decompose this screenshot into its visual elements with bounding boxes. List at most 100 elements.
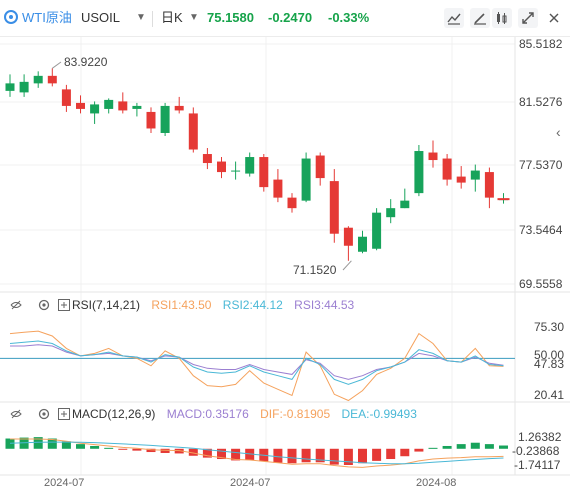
macd-histogram-bar — [343, 448, 353, 465]
candle-body — [47, 75, 57, 84]
candle-body — [372, 212, 382, 249]
macd-axis-label: -1.74117 — [514, 458, 561, 472]
hide-indicator-button[interactable] — [10, 299, 22, 311]
hide-indicator-button[interactable] — [10, 408, 22, 420]
expand-indicator-button[interactable] — [58, 299, 70, 311]
candle-body — [343, 227, 353, 246]
candle-body — [287, 197, 297, 209]
high-annotation: 83.9220 — [64, 55, 108, 69]
rsi-axis-label: 75.30 — [534, 320, 565, 334]
line-chart-button[interactable] — [444, 8, 464, 28]
draw-tool-button[interactable] — [470, 8, 490, 28]
dea-value: DEA:-0.99493 — [341, 407, 417, 421]
gear-icon — [38, 408, 50, 420]
macd-histogram-bar — [132, 448, 142, 451]
eye-off-icon — [10, 409, 22, 419]
candle-body — [329, 181, 339, 234]
timeframe-dropdown-icon[interactable]: ▼ — [189, 12, 199, 23]
candle-body — [19, 81, 29, 93]
x-axis-label: 2024-08 — [416, 477, 457, 489]
fullscreen-icon — [522, 12, 534, 24]
macd-histogram-bar — [442, 445, 452, 449]
x-axis-label: 2024-07 — [230, 477, 271, 489]
macd-axis-label: 1.26382 — [518, 430, 562, 444]
header-divider — [152, 11, 153, 27]
rsi-axis-label: 47.83 — [534, 357, 565, 371]
rsi-name: RSI(7,14,21) — [72, 298, 141, 312]
macd-histogram-bar — [287, 448, 297, 464]
candle-body — [217, 161, 226, 173]
rsi-line-rsi3 — [10, 344, 504, 380]
indicator-settings-button[interactable] — [38, 408, 50, 420]
eye-off-icon — [10, 300, 22, 310]
macd-histogram-bar — [484, 444, 494, 449]
candle-body — [273, 179, 283, 198]
price-change: -0.2470 — [268, 10, 313, 25]
candle-body — [188, 113, 198, 150]
candle-body — [315, 155, 325, 179]
expand-indicator-button[interactable] — [58, 408, 70, 420]
symbol-logo-icon — [4, 10, 18, 24]
candle-body — [245, 157, 255, 174]
timeframe-selector[interactable]: 日K — [161, 10, 183, 25]
macd-histogram-bar — [104, 447, 114, 449]
rsi-line-rsi2 — [9, 340, 504, 385]
macd-histogram-bar — [273, 448, 283, 463]
indicator-settings-button[interactable] — [38, 299, 50, 311]
close-chart-button[interactable] — [544, 8, 564, 28]
rsi-line-rsi1 — [9, 330, 504, 402]
macd-histogram-bar — [329, 448, 339, 465]
candle-body — [160, 105, 170, 133]
rsi3-value: RSI3:44.53 — [294, 298, 355, 312]
macd-histogram-bar — [301, 448, 311, 463]
macd-histogram-bar — [33, 437, 43, 449]
plus-box-icon — [61, 411, 67, 417]
macd-value: MACD:0.35176 — [166, 407, 249, 421]
candle-body — [5, 83, 15, 91]
macd-name: MACD(12,26,9) — [72, 407, 156, 421]
macd-histogram-bar — [470, 442, 480, 449]
macd-histogram-bar — [456, 444, 466, 449]
candle-body — [90, 104, 100, 114]
rsi1-value: RSI1:43.50 — [151, 298, 212, 312]
price-axis-label: 73.5464 — [519, 223, 563, 237]
macd-histogram-bar — [358, 448, 367, 464]
macd-histogram-bar — [372, 448, 382, 461]
low-annotation: 71.1520 — [293, 263, 337, 277]
macd-histogram-bar — [61, 441, 71, 449]
candle-body — [33, 75, 43, 84]
collapse-icon — [549, 13, 559, 23]
rsi-legend: RSI(7,14,21) RSI1:43.50 RSI2:44.12 RSI3:… — [72, 298, 362, 312]
high-annotation-line — [52, 61, 62, 69]
price-axis-label: 69.5558 — [519, 277, 563, 291]
macd-histogram-bar — [202, 448, 212, 458]
candle-body — [104, 99, 114, 109]
macd-histogram-bar — [160, 448, 170, 453]
candle-body — [428, 152, 438, 161]
candle-body — [456, 176, 466, 183]
symbol-code[interactable]: USOIL — [81, 10, 121, 25]
macd-histogram-bar — [400, 448, 410, 457]
candle-body — [470, 170, 480, 180]
symbol-dropdown-icon[interactable]: ▼ — [136, 12, 146, 23]
macd-histogram-bar — [414, 448, 424, 452]
symbol-title[interactable]: WTI原油 — [22, 10, 72, 25]
candle-body — [61, 89, 71, 106]
macd-histogram-bar — [217, 448, 226, 460]
fullscreen-button[interactable] — [518, 8, 538, 28]
macd-histogram-bar — [499, 445, 508, 449]
macd-legend: MACD(12,26,9) MACD:0.35176 DIF:-0.81905 … — [72, 407, 425, 421]
rsi-axis-label: 50.00 — [534, 348, 565, 362]
plus-box-icon — [61, 302, 67, 308]
rsi-axis-label: 20.41 — [534, 388, 565, 402]
line-chart-icon — [447, 13, 461, 25]
candle-body — [259, 157, 269, 188]
candle-body — [76, 102, 85, 109]
indicator-button[interactable] — [492, 8, 512, 28]
macd-histogram-bar — [5, 438, 15, 449]
rsi2-value: RSI2:44.12 — [222, 298, 283, 312]
candle-body — [400, 200, 410, 209]
candle-body — [484, 172, 494, 198]
sidebar-expand-icon[interactable]: ‹ — [556, 124, 561, 140]
